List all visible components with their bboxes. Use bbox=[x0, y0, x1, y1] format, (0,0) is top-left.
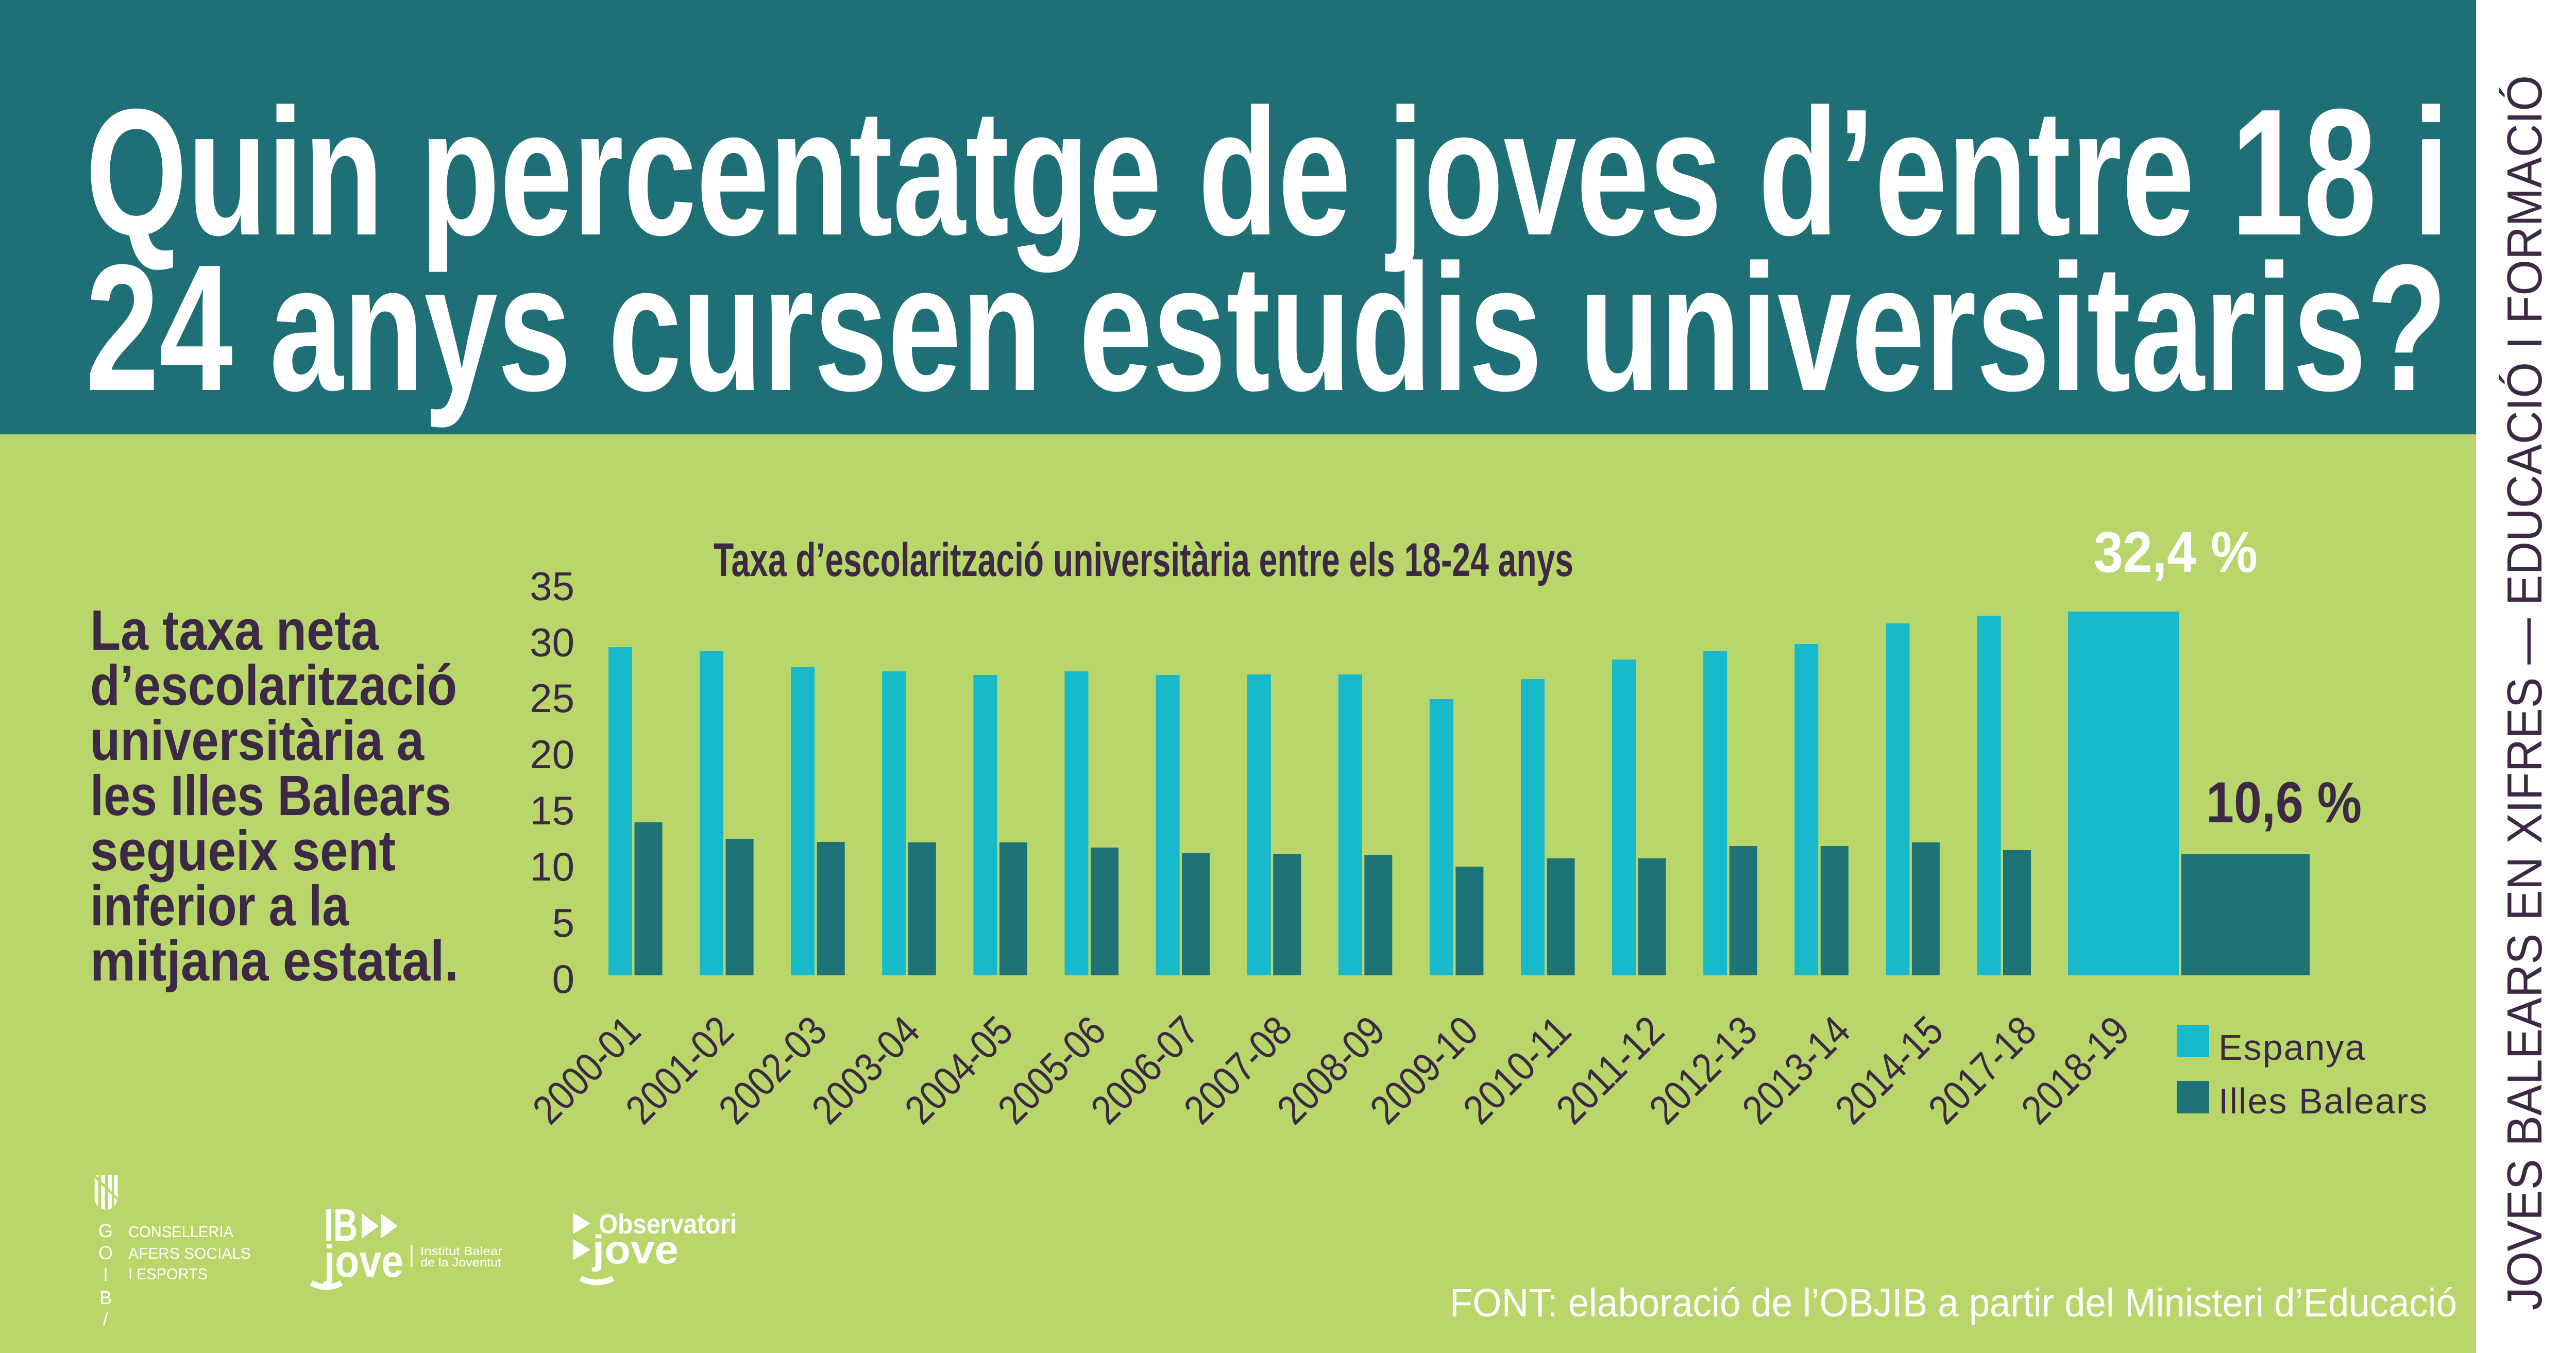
svg-text:IB: IB bbox=[324, 1199, 358, 1250]
svg-text:Observatori: Observatori bbox=[599, 1209, 737, 1240]
svg-text:inferior a la: inferior a la bbox=[90, 874, 349, 938]
svg-text:Illes Balears: Illes Balears bbox=[2218, 1081, 2428, 1121]
svg-text:d’escolarització: d’escolarització bbox=[90, 654, 457, 717]
svg-text:Quin percentatge de joves d’en: Quin percentatge de joves d’entre 18 i bbox=[86, 72, 2449, 274]
svg-text:de la Joventut: de la Joventut bbox=[420, 1256, 502, 1269]
svg-text:B: B bbox=[99, 1287, 112, 1308]
svg-text:segueix sent: segueix sent bbox=[90, 819, 396, 883]
svg-text:CONSELLERIA: CONSELLERIA bbox=[128, 1223, 233, 1241]
svg-text:JOVES BALEARS EN XIFRES — EDUC: JOVES BALEARS EN XIFRES — EDUCACIÓ I FOR… bbox=[2497, 75, 2552, 1310]
svg-text:15: 15 bbox=[530, 788, 574, 833]
svg-text:20: 20 bbox=[530, 732, 574, 777]
svg-text:I: I bbox=[103, 1264, 108, 1285]
svg-text:G: G bbox=[98, 1220, 113, 1241]
svg-text:Taxa d’escolarització universi: Taxa d’escolarització universitària entr… bbox=[714, 534, 1573, 586]
svg-text:La taxa neta: La taxa neta bbox=[90, 599, 379, 662]
svg-text:O: O bbox=[98, 1242, 113, 1263]
svg-text:25: 25 bbox=[530, 675, 574, 721]
svg-text:24 anys cursen estudis univers: 24 anys cursen estudis universitaris? bbox=[86, 227, 2447, 430]
svg-text:FONT: elaboració de l’OBJIB a: FONT: elaboració de l’OBJIB a partir del… bbox=[1450, 1281, 2457, 1325]
svg-text:10,6 %: 10,6 % bbox=[2206, 770, 2362, 835]
svg-text:Institut Balear: Institut Balear bbox=[420, 1244, 502, 1258]
svg-text:mitjana estatal.: mitjana estatal. bbox=[90, 929, 459, 993]
svg-text:5: 5 bbox=[552, 900, 574, 945]
svg-text:Espanya: Espanya bbox=[2218, 1027, 2366, 1068]
svg-text:10: 10 bbox=[530, 844, 574, 889]
svg-text:I ESPORTS: I ESPORTS bbox=[128, 1265, 208, 1283]
svg-text:32,4 %: 32,4 % bbox=[2094, 520, 2258, 584]
svg-text:0: 0 bbox=[552, 956, 574, 1002]
svg-text:universitària a: universitària a bbox=[90, 709, 425, 772]
svg-text:les Illes Balears: les Illes Balears bbox=[90, 764, 451, 827]
svg-text:jove: jove bbox=[323, 1236, 403, 1287]
svg-text:35: 35 bbox=[530, 563, 574, 608]
svg-text:/: / bbox=[103, 1308, 108, 1329]
svg-text:AFERS SOCIALS: AFERS SOCIALS bbox=[128, 1244, 251, 1262]
svg-text:jove: jove bbox=[591, 1227, 679, 1272]
svg-text:30: 30 bbox=[530, 619, 574, 665]
